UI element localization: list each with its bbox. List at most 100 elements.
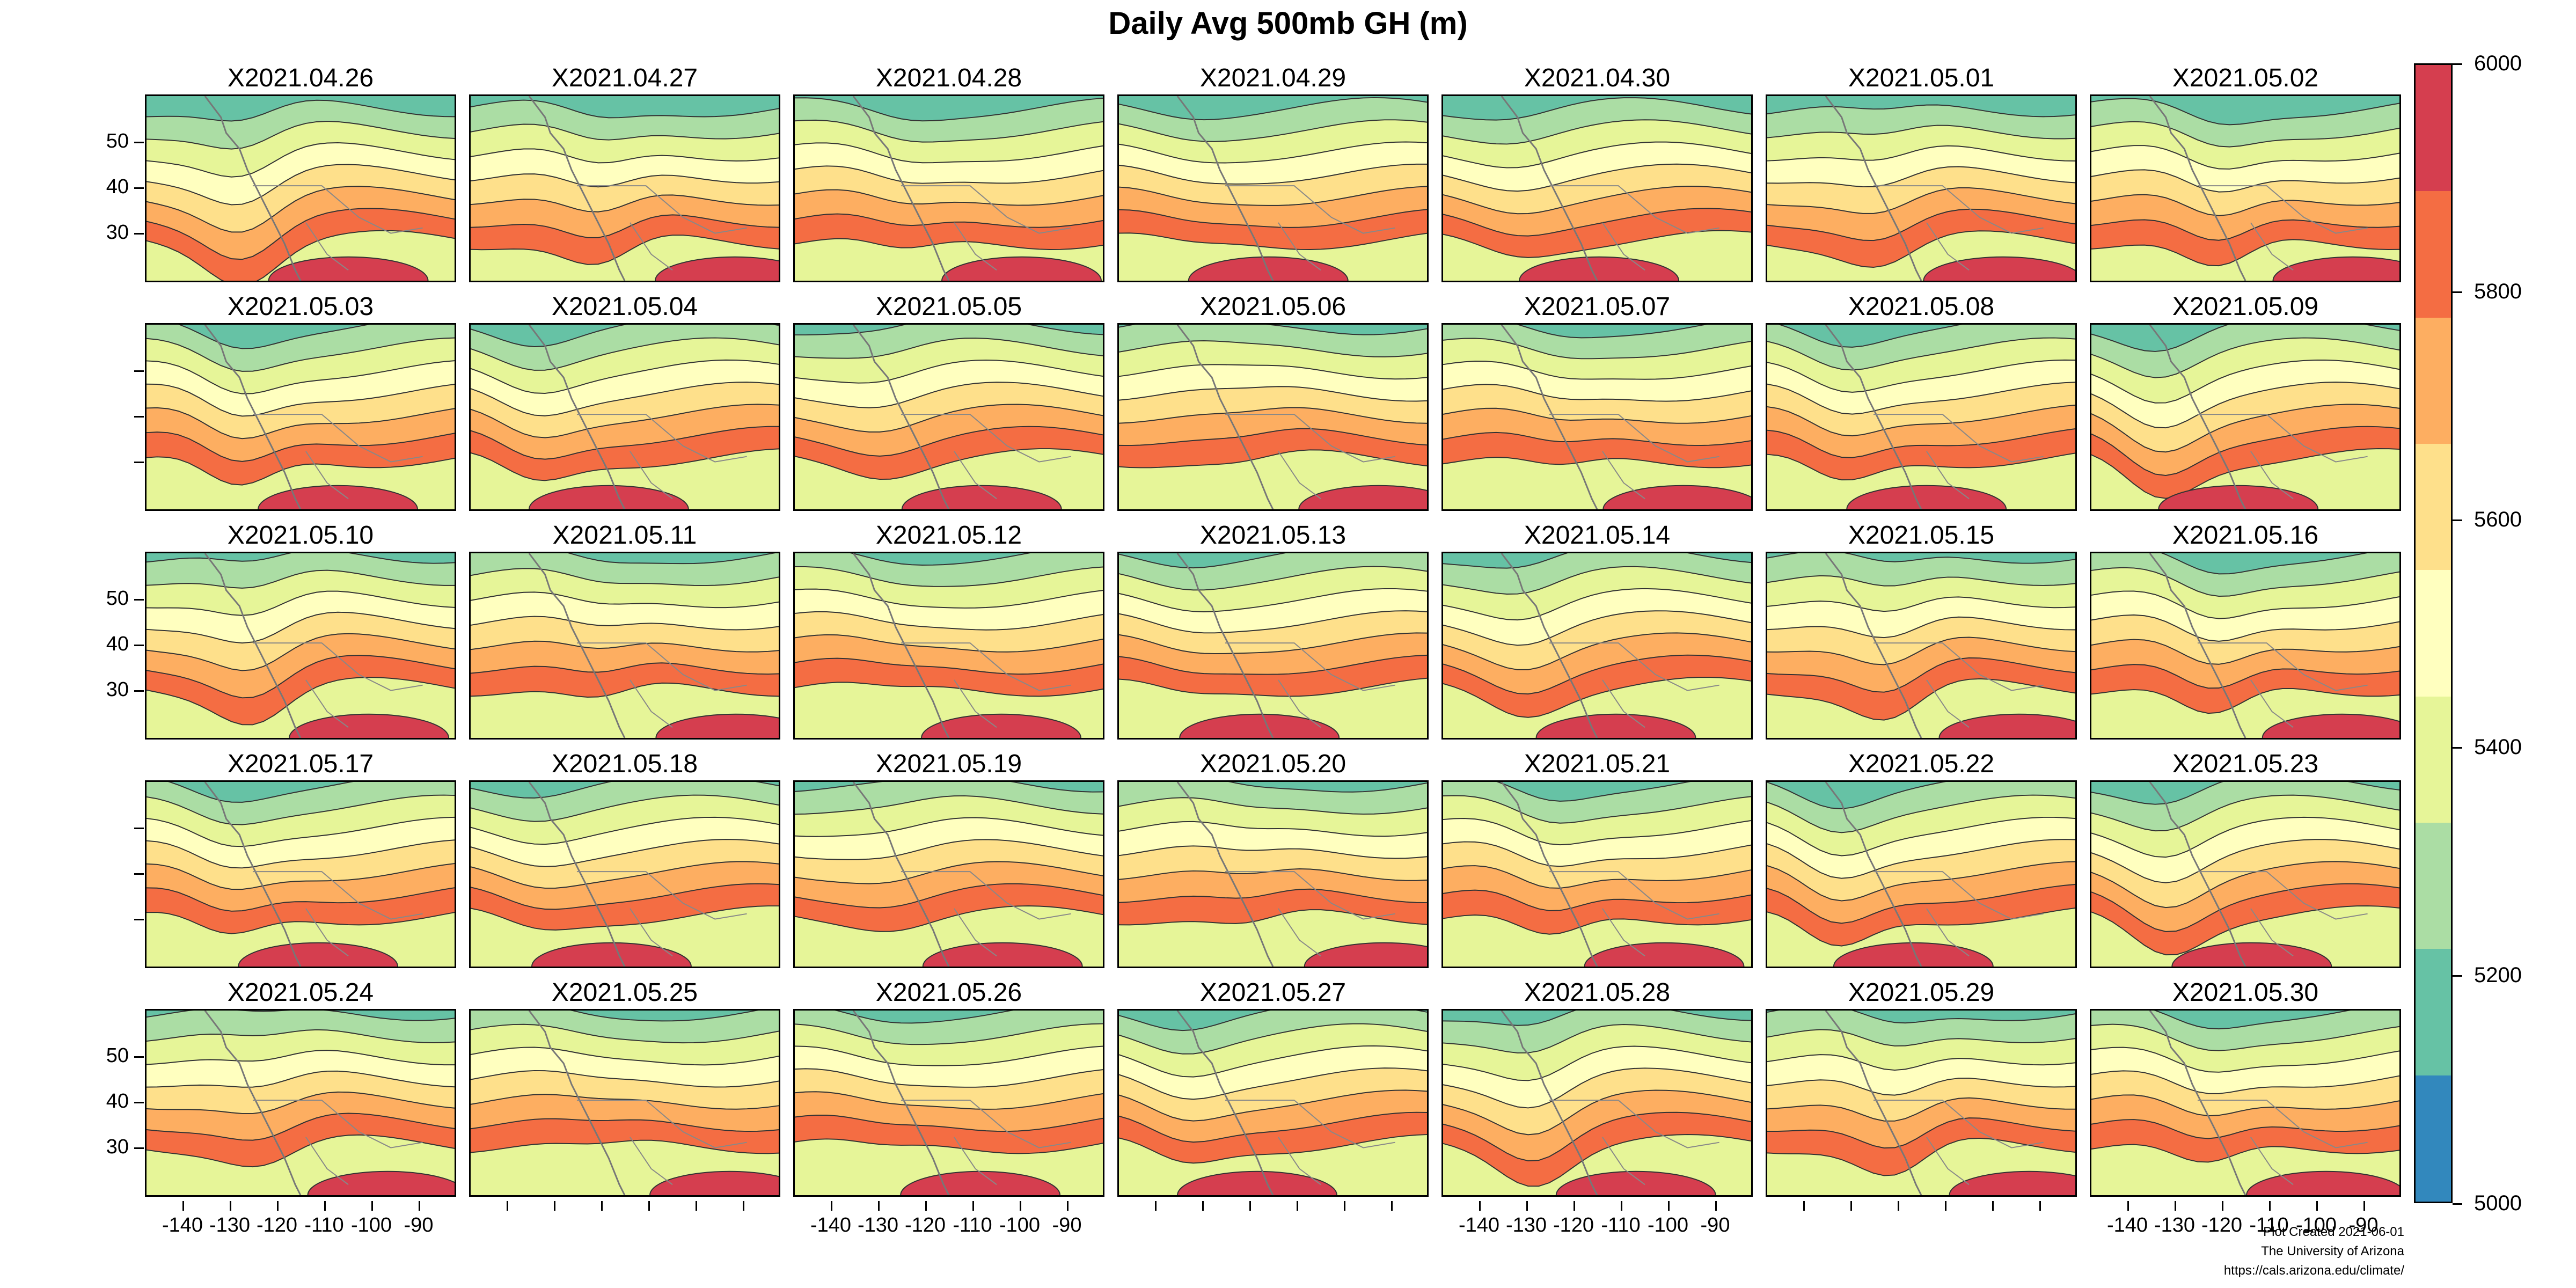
- contour-line: [1443, 186, 1751, 215]
- colorbar-segment: [2416, 191, 2451, 318]
- high-height-area: [268, 256, 429, 281]
- contour-line: [1767, 1011, 2075, 1024]
- x-tick-mark: [743, 1201, 744, 1211]
- contour-line: [2091, 861, 2399, 909]
- contour-line: [147, 887, 455, 912]
- panel-title: X2021.05.13: [1199, 521, 1346, 550]
- political-border: [1225, 871, 1395, 957]
- contour-line: [1443, 677, 1751, 718]
- height-field: [795, 96, 1103, 281]
- contour-line: [1119, 340, 1427, 357]
- x-tick-mark: [507, 1201, 508, 1211]
- height-band: [2091, 325, 2399, 352]
- coastline: [1501, 1011, 1598, 1195]
- panel-title: X2021.05.30: [2172, 978, 2319, 1007]
- contour-line: [795, 566, 1103, 587]
- colorbar-tick: [2453, 747, 2462, 749]
- colorbar-label: 6000: [2474, 52, 2522, 75]
- height-field: [471, 553, 779, 738]
- map-panel: [793, 552, 1104, 740]
- coastline: [1825, 782, 1922, 967]
- colorbar-segment: [2416, 696, 2451, 823]
- coastline: [204, 96, 302, 281]
- political-border: [2197, 185, 2368, 271]
- x-tick-mark: [2175, 1201, 2176, 1211]
- x-tick-mark: [1344, 1201, 1345, 1211]
- coastline: [2149, 553, 2246, 738]
- political-border: [1873, 414, 2044, 500]
- contour-line: [471, 905, 779, 931]
- y-tick-mark: [134, 828, 144, 829]
- x-tick-mark: [2222, 1201, 2223, 1211]
- contour-line: [1119, 364, 1427, 380]
- colorbar-segment: [2416, 317, 2451, 444]
- contour-line: [471, 682, 779, 698]
- x-tick-label: -130: [209, 1214, 251, 1236]
- contour-line: [1119, 821, 1427, 837]
- high-height-area: [2158, 485, 2319, 509]
- contour-line: [1443, 795, 1751, 824]
- contour-line: [1767, 553, 2075, 564]
- political-border: [2197, 642, 2368, 728]
- colorbar-label: 5400: [2474, 735, 2522, 759]
- contour-line: [147, 360, 455, 394]
- contour-line: [2091, 169, 2399, 193]
- coastline: [1501, 782, 1598, 967]
- contour-line: [1767, 1054, 2075, 1071]
- contour-line: [795, 839, 1103, 860]
- x-tick-mark: [1668, 1201, 1670, 1211]
- x-tick-label: -100: [2295, 1214, 2337, 1236]
- x-tick-label: -90: [404, 1214, 434, 1236]
- contour-line: [471, 1070, 779, 1088]
- political-border: [252, 871, 423, 957]
- coastline: [1501, 325, 1598, 509]
- contour-line: [1119, 119, 1427, 142]
- contour-line: [1443, 889, 1751, 911]
- height-band: [147, 1011, 455, 1021]
- high-height-area: [2171, 942, 2332, 967]
- contour-line: [2091, 337, 2399, 378]
- height-field: [1119, 553, 1427, 738]
- height-band: [1767, 782, 2075, 809]
- political-border: [2197, 1100, 2368, 1185]
- contour-line: [795, 119, 1103, 143]
- contour-line: [1119, 232, 1427, 250]
- contour-line: [1443, 914, 1751, 935]
- height-field: [1767, 325, 2075, 509]
- contour-line: [2091, 1119, 2399, 1139]
- contour-line: [471, 337, 779, 371]
- map-panel: [1441, 1009, 1753, 1197]
- panel-title: X2021.05.05: [875, 292, 1022, 321]
- colorbar-tick: [2453, 975, 2462, 977]
- contour-line: [1443, 431, 1751, 447]
- x-tick-label: -120: [2201, 1214, 2243, 1236]
- high-height-area: [238, 942, 398, 967]
- contour-line: [1119, 888, 1427, 904]
- x-tick-mark: [696, 1201, 697, 1211]
- x-tick-label: -140: [810, 1214, 852, 1236]
- colorbar-segment: [2416, 1075, 2451, 1202]
- contour-line: [1443, 553, 1751, 569]
- political-border: [1225, 642, 1395, 728]
- contour-line: [1119, 588, 1427, 612]
- political-border: [576, 871, 747, 957]
- contour-line: [1767, 452, 2075, 481]
- map-panel: [2090, 552, 2401, 740]
- map-panel: [1117, 552, 1429, 740]
- map-panel: [469, 94, 780, 282]
- x-tick-label: -110: [953, 1214, 992, 1236]
- contour-line: [1443, 407, 1751, 424]
- height-band: [2091, 553, 2399, 574]
- map-panel: [1766, 94, 2077, 282]
- contour-line: [1228, 782, 1427, 793]
- panel-title: X2021.04.27: [551, 64, 698, 92]
- contour-line: [2091, 194, 2399, 216]
- contour-line: [795, 588, 1103, 609]
- contour-line: [471, 568, 779, 587]
- high-height-area: [655, 713, 779, 738]
- contour-line: [1443, 841, 1751, 867]
- contour-line: [795, 1091, 1103, 1110]
- contour-line: [1119, 163, 1427, 185]
- height-field: [1443, 553, 1751, 738]
- contour-line: [1767, 657, 2075, 693]
